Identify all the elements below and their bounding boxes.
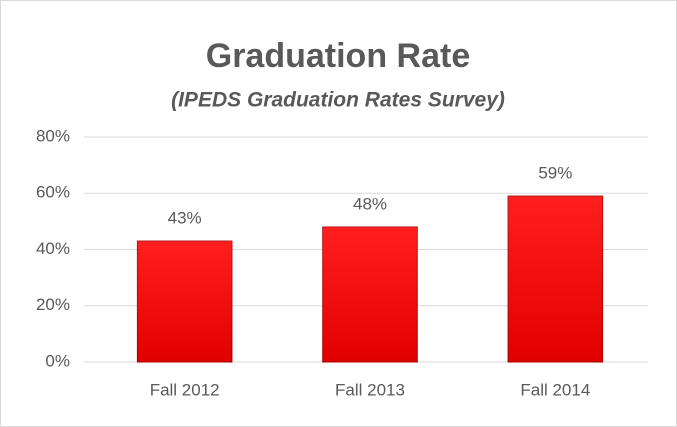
bar-shade [137,241,232,362]
y-tick-label: 60% [36,183,70,202]
x-tick-label: Fall 2013 [335,380,405,399]
y-tick-label: 40% [36,239,70,258]
x-tick-label: Fall 2012 [150,380,220,399]
chart-title: Graduation Rate [206,37,470,75]
y-tick-label: 80% [36,126,70,145]
bar-shade [322,227,418,362]
chart-subtitle: (IPEDS Graduation Rates Survey) [171,89,505,112]
y-tick-label: 0% [45,351,70,370]
bar-shade [508,196,603,362]
x-tick-label: Fall 2014 [520,380,590,399]
data-label: 43% [168,209,202,228]
data-label: 48% [353,194,387,213]
data-label: 59% [538,164,572,183]
y-tick-label: 20% [36,295,70,314]
